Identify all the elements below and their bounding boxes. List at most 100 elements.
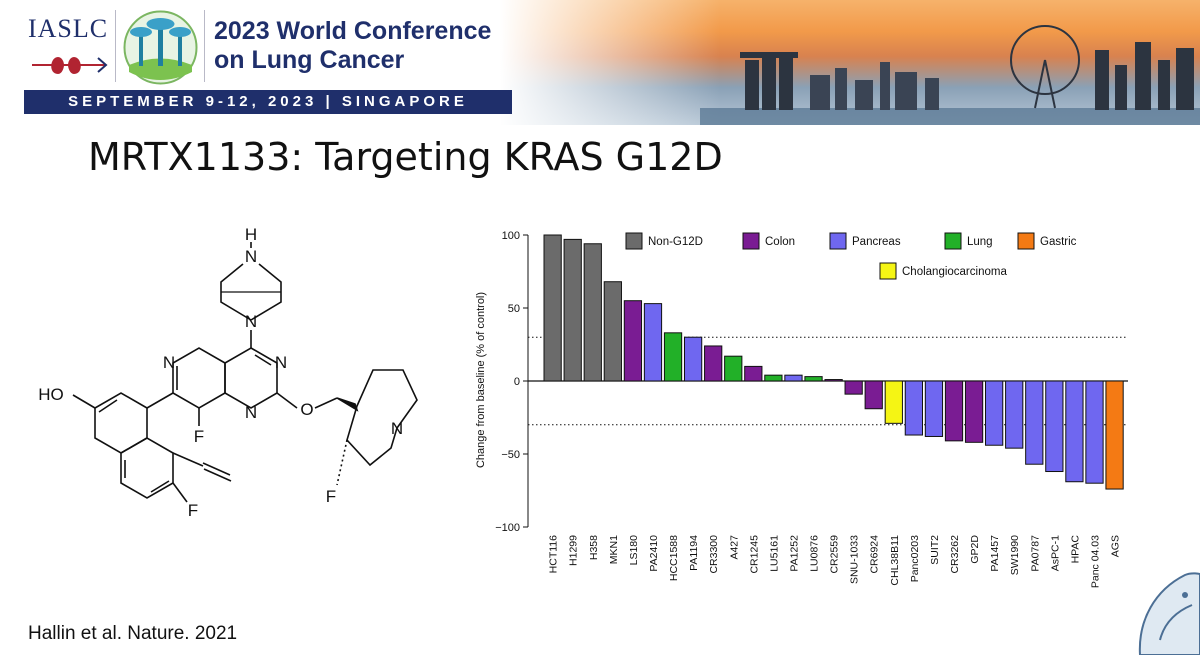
x-tick-label: Panc0203 [909, 535, 921, 582]
x-tick-label: AGS [1110, 535, 1122, 557]
atom-ho-label: HO [38, 385, 64, 404]
x-tick-label: A427 [728, 535, 740, 560]
bar-panc-04-03 [1085, 380, 1104, 484]
legend-swatch [879, 262, 897, 280]
conference-banner: IASLC 2023 World Conference on Lung Canc… [0, 0, 1200, 125]
bar-lu0876 [804, 376, 823, 382]
slide-title: MRTX1133: Targeting KRAS G12D [88, 135, 723, 179]
x-tick-label: SNU-1033 [849, 535, 861, 584]
bar-pa0787 [1025, 380, 1044, 465]
x-tick-label: HPAC [1069, 535, 1081, 564]
atom-n-label: N [391, 419, 403, 438]
legend-label: Cholangiocarcinoma [902, 266, 1007, 278]
chart-legend: Non-G12D Colon Pancreas Lung Gastric Cholangi… [625, 232, 1077, 280]
bar-series [543, 234, 1124, 490]
atom-f-label: F [194, 427, 204, 446]
x-tick-label: GP2D [969, 535, 981, 564]
legend-swatch [742, 232, 760, 250]
supertree-logo [123, 10, 198, 85]
bar-pa2410 [643, 303, 663, 382]
legend-swatch [625, 232, 643, 250]
x-tick-label: CR2559 [829, 535, 841, 574]
x-tick-label: PA0787 [1029, 535, 1041, 572]
bar-gp2d [964, 380, 984, 443]
bar-h1299 [563, 238, 582, 382]
x-tick-label: CR3262 [949, 535, 961, 574]
atom-o-label: O [300, 400, 313, 419]
x-tick-label: PA1457 [989, 535, 1001, 572]
y-tick-label: 100 [502, 230, 520, 242]
legend-label: Gastric [1040, 236, 1077, 248]
bar-pa1457 [985, 380, 1004, 446]
bar-snu-1033 [844, 380, 863, 395]
bar-hcc1588 [663, 332, 683, 382]
x-tick-label: MKN1 [608, 535, 620, 564]
x-tick-label: HCT116 [548, 535, 560, 573]
bar-ags [1105, 380, 1124, 490]
bar-aspc-1 [1045, 380, 1064, 473]
bar-panc0203 [904, 380, 924, 436]
atom-n-label: N [245, 403, 257, 422]
bar-lu5161 [764, 374, 783, 382]
bar-pa1194 [683, 336, 703, 382]
x-tick-label: HCC1588 [668, 535, 680, 581]
atom-h-label: H [245, 225, 257, 244]
atom-n-label: N [245, 312, 257, 331]
y-tick-label: −100 [495, 522, 520, 534]
conference-logo: IASLC 2023 World Conference on Lung Canc… [0, 0, 512, 118]
x-tick-label: Panc 04.03 [1089, 535, 1101, 588]
x-tick-label: PA1252 [788, 535, 800, 572]
lung-caduceus-icon [32, 57, 108, 74]
atom-n-label: N [163, 353, 175, 372]
x-tick-label: SUIT2 [929, 535, 941, 565]
bar-pa1252 [784, 374, 803, 382]
mascot-decoration-icon [1138, 572, 1200, 655]
skyline-silhouette [700, 25, 1200, 125]
y-tick-label: −50 [501, 449, 520, 461]
bar-cr6924 [864, 380, 883, 410]
bar-chl38b11 [884, 380, 903, 424]
bar-cr3262 [944, 380, 964, 442]
y-axis: 100 50 0 −50 −100 [495, 230, 529, 534]
bar-hpac [1065, 380, 1084, 483]
x-tick-label: LS180 [628, 535, 640, 566]
x-axis: HCT116 H1299 H358 MKN1 LS180 PA2410 HCC1588 PA1… [548, 535, 1122, 589]
x-tick-label: CHL38B11 [889, 535, 901, 586]
bar-suit2 [924, 380, 944, 437]
x-tick-label: CR6924 [869, 535, 881, 574]
bar-hct116 [543, 234, 562, 382]
bar-mkn1 [603, 281, 622, 382]
legend-label: Colon [765, 236, 795, 248]
mrtx1133-structure: H N N N N N F O N F HO F [38, 225, 418, 520]
bar-h358 [583, 243, 602, 382]
bar-a427 [724, 355, 743, 382]
legend-label: Non-G12D [648, 236, 703, 248]
atom-n-bridge-label: N [245, 247, 257, 266]
growth-inhibition-bar-chart: Change from baseline (% of control) 100 5… [475, 230, 1128, 589]
x-tick-label: PA2410 [648, 535, 660, 572]
legend-swatch [829, 232, 847, 250]
y-axis-label: Change from baseline (% of control) [475, 292, 487, 468]
x-tick-label: AsPC-1 [1049, 535, 1061, 571]
x-tick-label: PA1194 [688, 535, 700, 571]
legend-label: Lung [967, 236, 993, 248]
bar-cr1245 [744, 365, 763, 382]
atom-f-label: F [326, 487, 336, 506]
x-tick-label: H358 [588, 535, 600, 560]
atom-f-label: F [188, 501, 198, 520]
x-tick-label: H1299 [568, 535, 580, 566]
atom-n-label: N [275, 353, 287, 372]
x-tick-label: SW1990 [1009, 535, 1021, 575]
date-location-bar: SEPTEMBER 9-12, 2023 | SINGAPORE [24, 90, 512, 114]
y-tick-label: 0 [514, 376, 520, 388]
x-tick-label: CR1245 [748, 535, 760, 574]
conference-title: 2023 World Conference on Lung Cancer [214, 17, 492, 74]
x-tick-label: CR3300 [708, 535, 720, 574]
bar-cr2559 [824, 379, 843, 382]
bar-sw1990 [1005, 380, 1024, 449]
legend-swatch [1017, 232, 1035, 250]
y-tick-label: 50 [508, 303, 520, 315]
legend-label: Pancreas [852, 236, 901, 248]
legend-swatch [944, 232, 962, 250]
bar-cr3300 [704, 345, 723, 382]
